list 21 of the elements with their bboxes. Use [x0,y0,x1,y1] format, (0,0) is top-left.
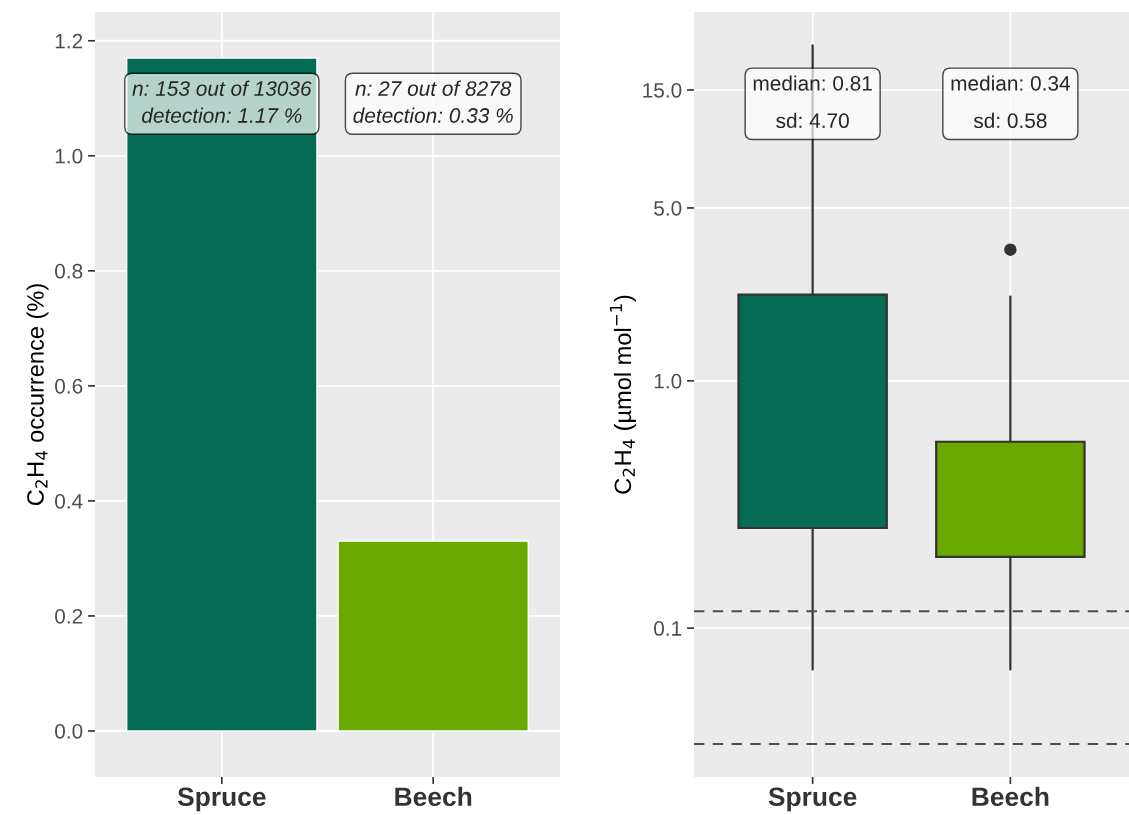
y-tick-label: 1.2 [55,33,83,49]
y-tick-label: 0.6 [55,378,83,394]
y-tick-label: 0.2 [55,608,83,624]
y-tick-label: 0.8 [55,263,83,279]
y-tick-label: 0.0 [55,723,83,739]
annotation: median: 0.34 sd: 0.58 [951,75,1070,129]
annotation: n: 153 out of 13036 detection: 1.17 % [132,80,312,123]
x-tick-label: Beech [972,786,1049,807]
x-tick-label: Spruce [177,787,266,812]
x-tick-label: Spruce [768,787,857,812]
y-tick-label: 1.0 [654,373,682,389]
annotation: n: 27 out of 8278 detection: 0.33 % [353,80,513,123]
y-axis-title: C$_{2}$H$_{4}$ occurrence (%) [26,284,49,506]
y-tick-label: 5.0 [654,200,682,216]
annotation: median: 0.81 sd: 4.70 [753,75,872,129]
y-tick-label: 0.4 [55,493,83,509]
y-tick-label: 0.1 [654,621,682,636]
x-tick-label: Beech [395,786,472,807]
y-axis-title: C$_{2}$H$_{4}$ (µmol mol$^{−1}$) [609,295,636,494]
y-tick-label: 1.0 [55,148,83,164]
y-tick-label: 15.0 [643,82,682,98]
